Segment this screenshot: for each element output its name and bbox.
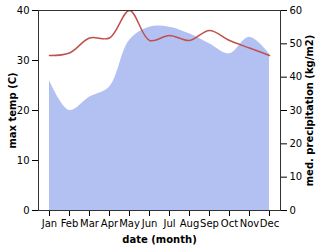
svg-text:Feb: Feb xyxy=(61,218,79,229)
svg-text:30: 30 xyxy=(290,105,303,116)
svg-text:60: 60 xyxy=(290,5,303,16)
svg-text:Aug: Aug xyxy=(180,218,200,229)
svg-text:20: 20 xyxy=(290,138,303,149)
svg-text:date (month): date (month) xyxy=(122,234,196,245)
svg-text:May: May xyxy=(119,218,140,229)
svg-text:Jan: Jan xyxy=(41,218,57,229)
svg-text:Jun: Jun xyxy=(141,218,158,229)
svg-text:Nov: Nov xyxy=(240,218,260,229)
svg-text:30: 30 xyxy=(17,55,30,66)
svg-text:max temp (C): max temp (C) xyxy=(7,72,18,148)
svg-text:40: 40 xyxy=(17,5,30,16)
svg-text:med. precipitation (kg/m2): med. precipitation (kg/m2) xyxy=(304,35,315,187)
svg-text:Mar: Mar xyxy=(80,218,100,229)
svg-text:Jul: Jul xyxy=(162,218,175,229)
svg-text:0: 0 xyxy=(290,205,296,216)
svg-text:Oct: Oct xyxy=(221,218,238,229)
svg-text:Sep: Sep xyxy=(200,218,219,229)
svg-text:10: 10 xyxy=(17,155,30,166)
svg-text:Dec: Dec xyxy=(260,218,279,229)
svg-text:40: 40 xyxy=(290,71,303,82)
svg-text:Apr: Apr xyxy=(101,218,119,229)
svg-text:10: 10 xyxy=(290,171,303,182)
svg-text:50: 50 xyxy=(290,38,303,49)
svg-text:0: 0 xyxy=(23,205,29,216)
svg-text:20: 20 xyxy=(17,105,30,116)
